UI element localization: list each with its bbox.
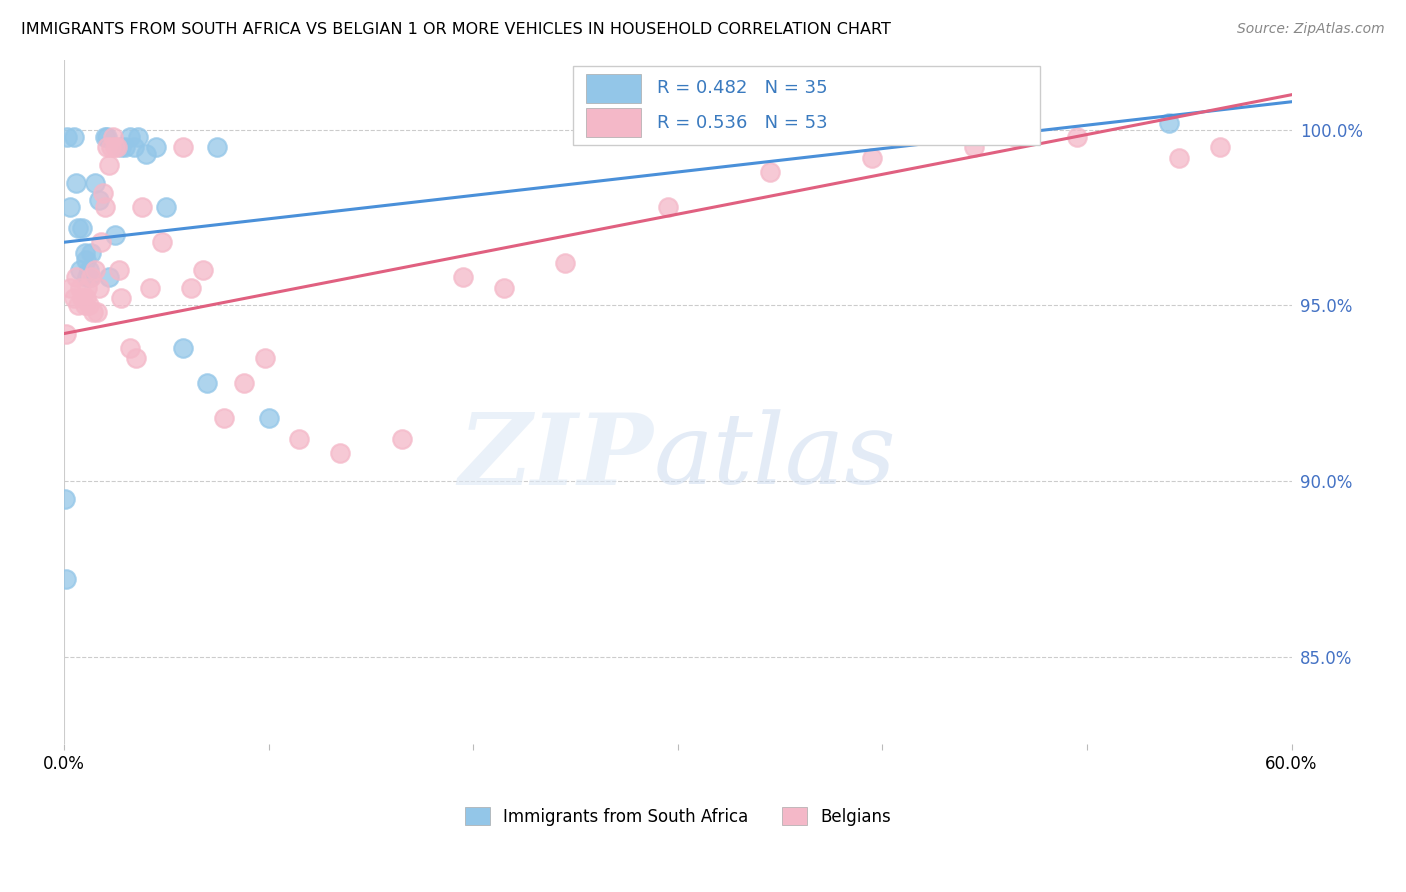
Point	[77, 263, 100, 277]
Point	[124, 351, 146, 366]
Point	[233, 376, 256, 390]
Point	[901, 116, 924, 130]
FancyBboxPatch shape	[574, 66, 1040, 145]
Point	[1209, 140, 1232, 154]
Point	[451, 270, 474, 285]
Point	[63, 129, 86, 144]
Point	[329, 446, 352, 460]
Point	[79, 270, 101, 285]
Point	[72, 292, 94, 306]
Point	[83, 263, 105, 277]
Point	[79, 245, 101, 260]
Point	[69, 281, 91, 295]
Point	[86, 305, 108, 319]
Point	[73, 298, 96, 312]
Text: atlas: atlas	[654, 409, 896, 505]
FancyBboxPatch shape	[586, 108, 641, 137]
FancyBboxPatch shape	[586, 74, 641, 103]
Point	[391, 432, 413, 446]
Point	[1004, 129, 1026, 144]
Point	[172, 140, 194, 154]
Text: R = 0.482   N = 35: R = 0.482 N = 35	[657, 79, 828, 97]
Point	[55, 573, 77, 587]
Point	[994, 116, 1017, 130]
Point	[207, 140, 229, 154]
Legend: Immigrants from South Africa, Belgians: Immigrants from South Africa, Belgians	[458, 801, 897, 832]
Point	[122, 140, 145, 154]
Point	[96, 140, 118, 154]
Point	[195, 376, 218, 390]
Point	[139, 281, 162, 295]
Point	[75, 292, 97, 306]
Point	[1066, 129, 1088, 144]
Point	[963, 140, 986, 154]
Point	[193, 263, 215, 277]
Point	[657, 200, 679, 214]
Point	[860, 151, 883, 165]
Point	[492, 281, 515, 295]
Point	[108, 263, 131, 277]
Point	[94, 129, 117, 144]
Text: ZIP: ZIP	[458, 409, 654, 505]
Point	[145, 140, 167, 154]
Point	[69, 263, 91, 277]
Point	[56, 129, 79, 144]
Text: IMMIGRANTS FROM SOUTH AFRICA VS BELGIAN 1 OR MORE VEHICLES IN HOUSEHOLD CORRELAT: IMMIGRANTS FROM SOUTH AFRICA VS BELGIAN …	[21, 22, 891, 37]
Point	[63, 292, 86, 306]
Point	[1168, 151, 1191, 165]
Point	[114, 140, 136, 154]
Point	[118, 341, 141, 355]
Point	[257, 410, 280, 425]
Point	[76, 270, 98, 285]
Point	[172, 341, 194, 355]
Point	[253, 351, 276, 366]
Point	[87, 281, 110, 295]
Point	[59, 281, 82, 295]
Text: Source: ZipAtlas.com: Source: ZipAtlas.com	[1237, 22, 1385, 37]
Point	[53, 491, 76, 506]
Point	[82, 305, 104, 319]
Point	[105, 140, 128, 154]
Point	[98, 270, 121, 285]
Point	[118, 129, 141, 144]
Point	[77, 298, 100, 312]
Point	[65, 176, 87, 190]
Point	[91, 186, 114, 200]
Point	[150, 235, 173, 250]
Point	[83, 176, 105, 190]
Point	[759, 165, 782, 179]
Point	[104, 140, 127, 154]
Point	[131, 200, 153, 214]
Point	[75, 252, 97, 267]
Point	[98, 158, 121, 172]
Point	[100, 140, 122, 154]
Point	[155, 200, 177, 214]
Point	[72, 221, 94, 235]
Point	[55, 326, 77, 341]
Point	[90, 235, 112, 250]
Point	[110, 140, 132, 154]
Point	[73, 245, 96, 260]
Point	[135, 147, 157, 161]
Point	[94, 200, 117, 214]
Point	[65, 270, 87, 285]
Point	[554, 256, 576, 270]
Point	[96, 129, 118, 144]
Point	[101, 129, 124, 144]
Point	[110, 292, 132, 306]
Point	[67, 221, 90, 235]
Point	[67, 298, 90, 312]
Point	[127, 129, 149, 144]
Point	[104, 228, 127, 243]
Point	[59, 200, 82, 214]
Point	[87, 193, 110, 207]
Text: R = 0.536   N = 53: R = 0.536 N = 53	[657, 113, 828, 132]
Point	[1157, 116, 1180, 130]
Point	[180, 281, 202, 295]
Point	[76, 281, 98, 295]
Point	[212, 410, 235, 425]
Point	[288, 432, 311, 446]
Point	[79, 270, 101, 285]
